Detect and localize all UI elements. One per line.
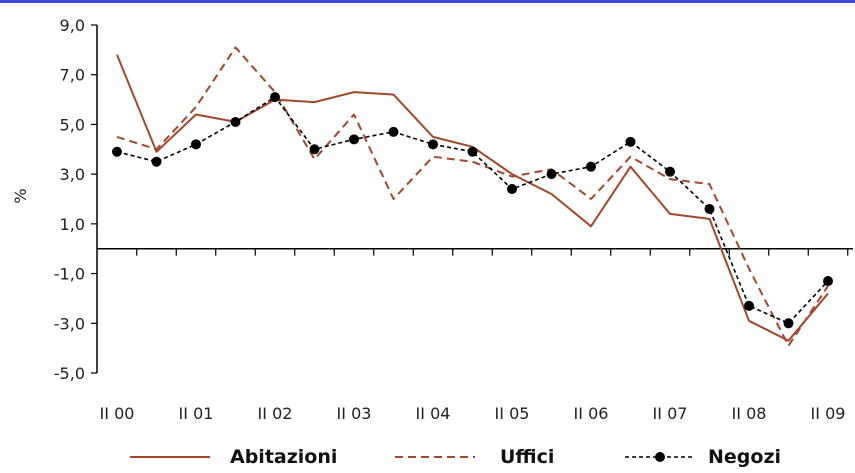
y-tick-label: -1,0 [54,265,85,284]
x-tick-label: II 02 [258,404,293,423]
series-point-negozi [270,92,280,103]
series-point-negozi [823,276,833,287]
y-tick-label: 9,0 [60,16,85,35]
y-tick-label: 5,0 [60,115,85,134]
x-tick-label: II 07 [653,404,688,423]
series-point-negozi [586,161,596,172]
x-tick-label: II 03 [337,404,372,423]
legend-label-negozi: Negozi [708,446,781,468]
series-point-negozi [783,318,794,329]
x-tick-label: II 04 [416,404,451,423]
series-point-negozi [112,146,122,157]
legend-label-abitazioni: Abitazioni [230,446,337,468]
y-tick-label: -3,0 [54,314,85,333]
x-tick-label: II 00 [100,404,135,423]
x-tick-label: II 05 [495,404,530,423]
legend: Abitazioni Uffici Negozi [130,446,781,468]
y-tick-label: 1,0 [60,215,85,234]
y-tick-labels: 9,0 7,0 5,0 3,0 1,0 -1,0 -3,0 -5,0 [54,16,85,383]
series-point-negozi [625,136,636,147]
series-point-negozi [467,146,478,157]
series-point-negozi [191,139,201,150]
legend-marker-negozi [655,452,665,462]
y-tick-label: 3,0 [60,165,85,184]
x-tick-label: II 06 [574,404,609,423]
x-tick-label: II 01 [179,404,214,423]
series-point-negozi [349,134,359,145]
series-point-negozi [546,169,557,180]
series-point-negozi [744,300,754,311]
series-point-negozi [309,144,320,155]
series-point-negozi [428,139,438,150]
y-axis-label: % [11,188,30,203]
series-point-negozi [230,116,241,127]
series-point-negozi [151,156,162,167]
y-tick-label: -5,0 [54,364,85,383]
axes [91,24,853,374]
series-point-negozi [388,126,399,137]
x-tick-labels: II 00 II 01 II 02 II 03 II 04 II 05 II 06 II 07… [100,404,846,423]
series-point-negozi [665,166,675,177]
y-tick-label: 7,0 [60,66,85,85]
series-point-negozi [507,184,517,195]
top-accent-rule [0,0,855,3]
x-tick-label: II 08 [732,404,767,423]
series-point-negozi [704,203,715,214]
series-line-uffici [116,46,829,347]
x-tick-label: II 09 [811,404,846,423]
series-group [112,46,833,347]
legend-label-uffici: Uffici [500,446,554,468]
series-line-abitazioni [116,54,829,342]
